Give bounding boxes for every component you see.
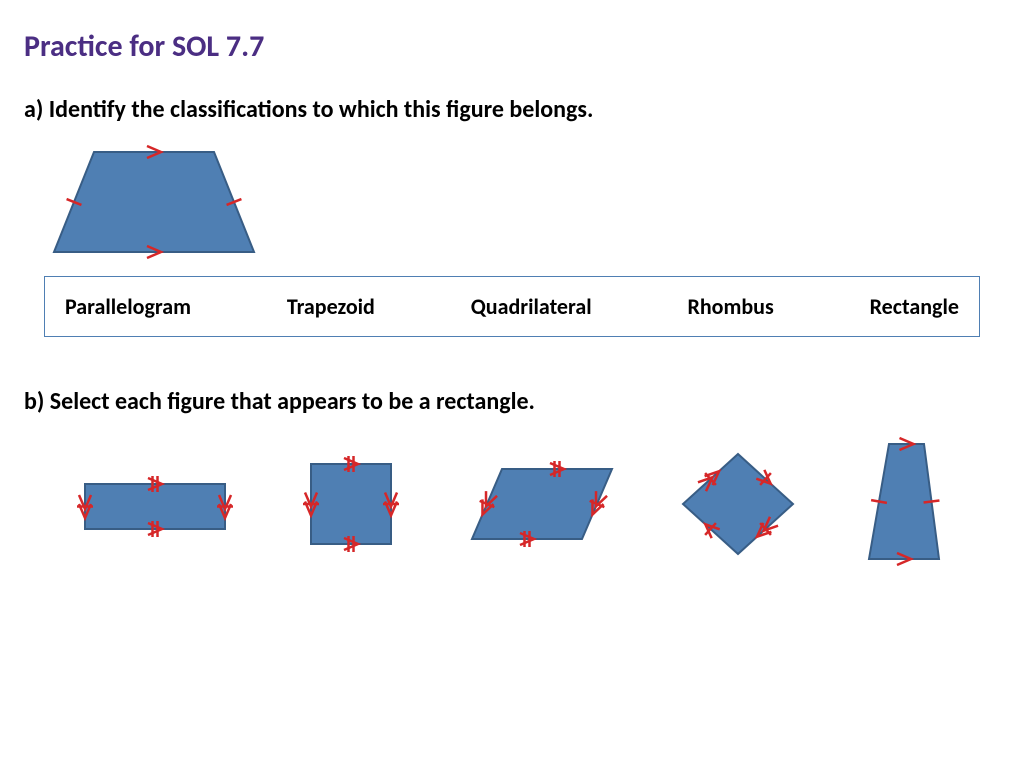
option-trapezoid[interactable]: Trapezoid <box>287 293 375 320</box>
page-title: Practice for SOL 7.7 <box>24 28 1000 65</box>
option-rhombus[interactable]: Rhombus <box>687 293 773 320</box>
figure-b-5[interactable] <box>854 434 954 574</box>
figure-b-1[interactable] <box>70 459 240 549</box>
option-quadrilateral[interactable]: Quadrilateral <box>471 293 592 320</box>
figure-b-3[interactable] <box>462 454 622 554</box>
question-b: b) Select each figure that appears to be… <box>24 387 1000 416</box>
option-rectangle[interactable]: Rectangle <box>870 293 959 320</box>
option-parallelogram[interactable]: Parallelogram <box>65 293 191 320</box>
figure-b-4[interactable] <box>673 444 803 564</box>
figure-b-2[interactable] <box>291 449 411 559</box>
question-a: a) Identify the classifications to which… <box>24 95 1000 124</box>
classification-options-box: Parallelogram Trapezoid Quadrilateral Rh… <box>44 276 980 337</box>
figures-row-b <box>24 434 1000 574</box>
trapezoid-figure-a <box>24 142 1000 272</box>
